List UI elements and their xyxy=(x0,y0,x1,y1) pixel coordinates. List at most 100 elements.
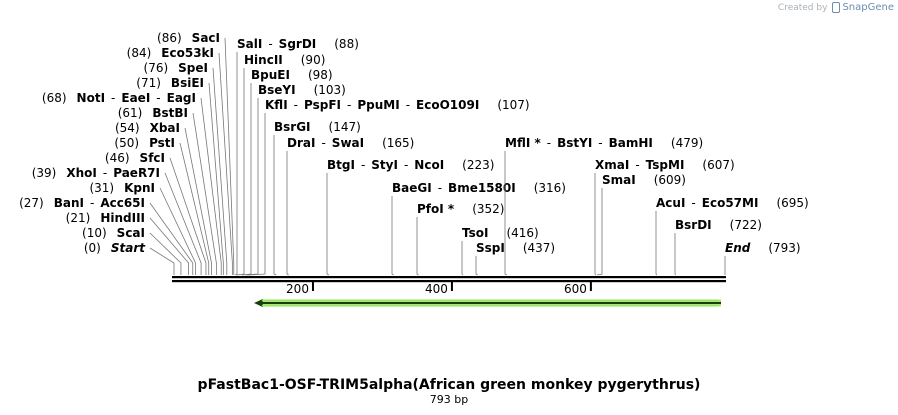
site-bstbi[interactable]: (61) BstBI xyxy=(118,106,217,275)
site-connector xyxy=(326,173,330,276)
site-bsrdi[interactable]: BsrDI (722) xyxy=(674,218,762,276)
site-connector xyxy=(504,151,508,276)
site-connector xyxy=(475,256,478,276)
site-label[interactable]: (31) KpnI xyxy=(89,181,155,195)
site-connector xyxy=(245,98,259,276)
site-scai[interactable]: (10) ScaI xyxy=(82,226,182,275)
site-connector xyxy=(149,202,194,275)
site-label[interactable]: (84) Eco53kI xyxy=(127,46,214,60)
site-connector xyxy=(234,52,238,276)
site-label[interactable]: (50) PstI xyxy=(114,136,175,150)
site-start[interactable]: (0) Start xyxy=(84,241,175,275)
site-connector xyxy=(179,142,210,275)
site-connector xyxy=(461,241,464,276)
site-label[interactable]: TsoI (416) xyxy=(462,226,539,240)
site-connector xyxy=(200,97,222,275)
site-label[interactable]: HincII (90) xyxy=(244,53,325,67)
site-label[interactable]: (39) XhoI - PaeR7I xyxy=(32,166,160,180)
site-drai[interactable]: DraI - SwaI (165) xyxy=(286,136,414,276)
site-label[interactable]: (27) BanI - Acc65I xyxy=(19,196,145,210)
site-connector xyxy=(224,37,235,275)
site-label[interactable]: AcuI - Eco57MI (695) xyxy=(656,196,809,210)
site-tsoi[interactable]: TsoI (416) xyxy=(461,226,539,276)
ruler-tick xyxy=(311,282,314,291)
snapgene-logo-icon xyxy=(832,2,841,13)
site-label[interactable]: BaeGI - Bme1580I (316) xyxy=(392,181,566,195)
site-label[interactable]: PfoI * (352) xyxy=(417,202,504,216)
site-connector xyxy=(208,82,224,275)
ruler-tick xyxy=(450,282,453,291)
site-label[interactable]: BseYI (103) xyxy=(258,83,346,97)
site-end[interactable]: End (793) xyxy=(724,241,801,275)
site-spei[interactable]: (76) SpeI xyxy=(144,61,228,275)
site-saci[interactable]: (86) SacI xyxy=(157,31,235,275)
site-label[interactable]: (76) SpeI xyxy=(144,61,208,75)
site-label[interactable]: MflI * - BstYI - BamHI (479) xyxy=(505,136,703,150)
ruler-tick xyxy=(589,282,592,291)
site-label[interactable]: (54) XbaI xyxy=(115,121,180,135)
site-noti[interactable]: (68) NotI - EaeI - EagI xyxy=(42,91,222,275)
credit-prefix: Created by xyxy=(777,2,828,13)
site-label[interactable]: (0) Start xyxy=(84,241,146,255)
ruler: 200 400 600 xyxy=(286,282,592,296)
sequence-backbone xyxy=(172,276,726,283)
backbone-line-bottom xyxy=(172,280,726,283)
site-label[interactable]: (21) HindIII xyxy=(66,211,145,225)
site-eco53ki[interactable]: (84) Eco53kI xyxy=(127,46,233,275)
site-connector xyxy=(169,157,207,275)
site-connector xyxy=(286,151,289,276)
site-hincii[interactable]: HincII (90) xyxy=(236,53,326,276)
site-label[interactable]: SmaI (609) xyxy=(602,173,686,187)
site-connector xyxy=(149,247,175,275)
site-kpni[interactable]: (31) KpnI xyxy=(89,181,196,275)
site-mfli[interactable]: MflI * - BstYI - BamHI (479) xyxy=(504,136,703,276)
site-connector xyxy=(149,232,182,275)
site-label[interactable]: BpuEI (98) xyxy=(251,68,333,82)
site-hindiii[interactable]: (21) HindIII xyxy=(66,211,189,275)
site-label[interactable]: BsrDI (722) xyxy=(675,218,762,232)
site-connector xyxy=(242,83,252,276)
site-connector xyxy=(391,196,394,276)
site-connector xyxy=(218,52,233,275)
site-xbai[interactable]: (54) XbaI xyxy=(115,121,212,275)
site-smai[interactable]: SmaI (609) xyxy=(597,173,686,276)
site-connector xyxy=(159,187,196,275)
site-xmai[interactable]: XmaI - TspMI (607) xyxy=(594,158,735,276)
site-connector xyxy=(248,113,266,276)
site-pfoi[interactable]: PfoI * (352) xyxy=(416,202,504,276)
feature-arrow[interactable] xyxy=(253,299,721,307)
site-baegi[interactable]: BaeGI - Bme1580I (316) xyxy=(391,181,566,276)
site-kfli[interactable]: KflI - PspFI - PpuMI - EcoO109I (107) xyxy=(248,98,530,276)
site-label[interactable]: BtgI - StyI - NcoI (223) xyxy=(327,158,494,172)
site-label[interactable]: (71) BsiEI xyxy=(136,76,204,90)
site-bsrgi[interactable]: BsrGI (147) xyxy=(273,120,361,276)
site-label[interactable]: BsrGI (147) xyxy=(274,120,361,134)
site-label[interactable]: (68) NotI - EaeI - EagI xyxy=(42,91,196,105)
site-bpuei[interactable]: BpuEI (98) xyxy=(242,68,333,276)
feature-arrowhead-icon xyxy=(253,299,263,307)
site-label[interactable]: DraI - SwaI (165) xyxy=(287,136,414,150)
site-label[interactable]: SalI - SgrDI (88) xyxy=(237,37,359,51)
site-label[interactable]: (46) SfcI xyxy=(105,151,165,165)
site-xhoi[interactable]: (39) XhoI - PaeR7I xyxy=(32,166,202,275)
site-sali[interactable]: SalI - SgrDI (88) xyxy=(234,37,359,276)
site-sspi[interactable]: SspI (437) xyxy=(475,241,555,276)
site-sfci[interactable]: (46) SfcI xyxy=(105,151,207,275)
site-label[interactable]: End (793) xyxy=(725,241,801,255)
site-label[interactable]: (10) ScaI xyxy=(82,226,145,240)
site-connector xyxy=(236,68,245,276)
site-bsiei[interactable]: (71) BsiEI xyxy=(136,76,224,275)
site-connector xyxy=(674,233,676,276)
site-label[interactable]: (61) BstBI xyxy=(118,106,188,120)
site-btgi[interactable]: BtgI - StyI - NcoI (223) xyxy=(326,158,494,276)
site-label[interactable]: KflI - PspFI - PpuMI - EcoO109I (107) xyxy=(265,98,530,112)
site-label[interactable]: SspI (437) xyxy=(476,241,555,255)
site-bani[interactable]: (27) BanI - Acc65I xyxy=(19,196,194,275)
site-psti[interactable]: (50) PstI xyxy=(114,136,210,275)
site-label[interactable]: XmaI - TspMI (607) xyxy=(595,158,735,172)
site-label[interactable]: (86) SacI xyxy=(157,31,220,45)
plasmid-size: 793 bp xyxy=(430,393,468,406)
snapgene-credit: Created by SnapGene xyxy=(778,2,894,13)
site-acui[interactable]: AcuI - Eco57MI (695) xyxy=(655,196,809,276)
credit-brand: SnapGene xyxy=(842,2,894,13)
